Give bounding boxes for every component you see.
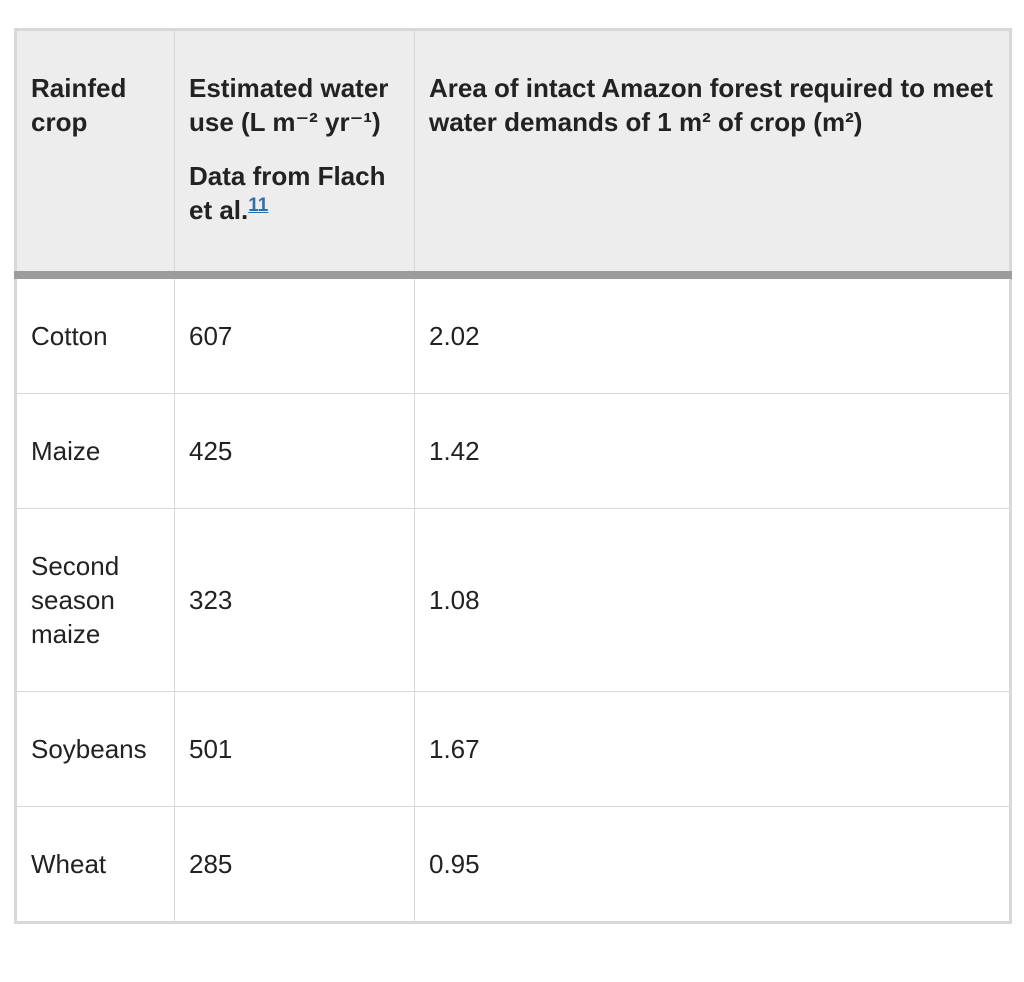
citation-link-11[interactable]: 11: [248, 195, 269, 216]
water-use-cell: 425: [174, 393, 415, 509]
water-use-cell: 607: [174, 274, 415, 394]
col-header-forest-area: Area of intact Amazon forest required to…: [414, 29, 1011, 279]
water-use-cell: 323: [174, 508, 415, 692]
crop-name-cell: Maize: [15, 393, 175, 509]
forest-area-cell: 0.95: [414, 806, 1011, 923]
table-row-soybeans: Soybeans 501 1.67: [15, 691, 1011, 807]
water-use-header-label: Estimated water use (L m⁻² yr⁻¹): [189, 73, 389, 137]
header-row: Rainfed crop Estimated water use (L m⁻² …: [15, 29, 1011, 279]
water-use-source-note: Data from Flach et al.11: [189, 159, 400, 231]
col-header-rainfed-crop-label: Rainfed crop: [31, 73, 127, 137]
crop-name-cell: Soybeans: [15, 691, 175, 807]
col-header-forest-area-label: Area of intact Amazon forest required to…: [429, 73, 993, 137]
forest-area-cell: 1.67: [414, 691, 1011, 807]
table-row-cotton: Cotton 607 2.02: [15, 274, 1011, 394]
table-row-second-season-maize: Second season maize 323 1.08: [15, 508, 1011, 692]
crop-name-cell: Cotton: [15, 274, 175, 394]
table-row-maize: Maize 425 1.42: [15, 393, 1011, 509]
crop-water-table: Rainfed crop Estimated water use (L m⁻² …: [14, 28, 1012, 924]
crop-name-cell: Wheat: [15, 806, 175, 923]
col-header-water-use: Estimated water use (L m⁻² yr⁻¹) Data fr…: [174, 29, 415, 279]
table-row-wheat: Wheat 285 0.95: [15, 806, 1011, 923]
forest-area-cell: 1.42: [414, 393, 1011, 509]
table-header: Rainfed crop Estimated water use (L m⁻² …: [15, 29, 1011, 279]
table-body: Cotton 607 2.02 Maize 425 1.42 Second se…: [15, 274, 1011, 923]
forest-area-cell: 1.08: [414, 508, 1011, 692]
water-use-source-text: Data from Flach et al.: [189, 161, 386, 225]
water-use-cell: 285: [174, 806, 415, 923]
forest-area-cell: 2.02: [414, 274, 1011, 394]
col-header-rainfed-crop: Rainfed crop: [15, 29, 175, 279]
water-use-cell: 501: [174, 691, 415, 807]
crop-name-cell: Second season maize: [15, 508, 175, 692]
